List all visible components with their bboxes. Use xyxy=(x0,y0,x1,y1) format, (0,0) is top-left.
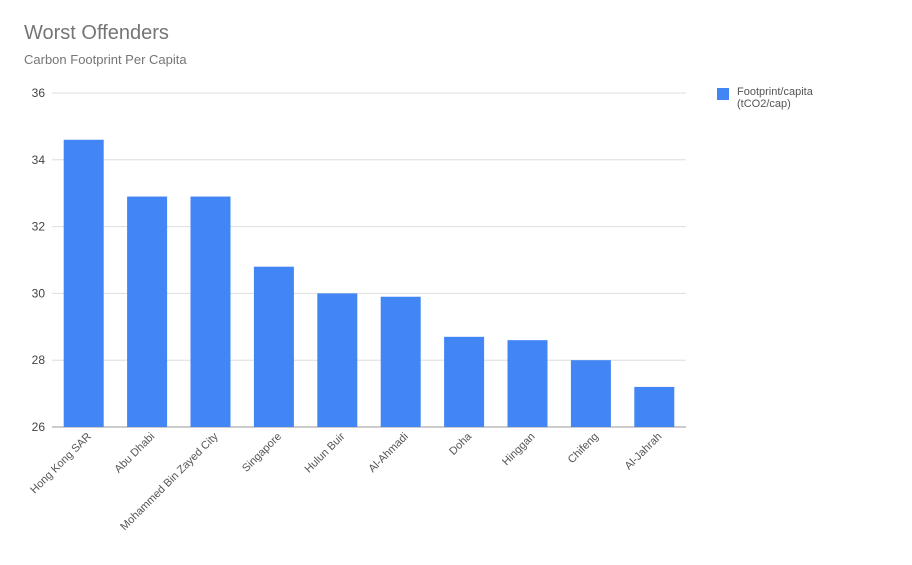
y-tick-label: 30 xyxy=(32,286,46,300)
y-tick-label: 32 xyxy=(32,220,46,234)
x-tick-label: Hulun Buir xyxy=(303,430,348,475)
x-tick-label: Singapore xyxy=(240,431,284,475)
bar xyxy=(380,296,421,427)
legend-swatch xyxy=(717,88,729,100)
x-tick-label: Doha xyxy=(447,430,475,458)
y-tick-label: 34 xyxy=(32,153,46,167)
legend-label: Footprint/capita (tCO2/cap) xyxy=(737,86,813,110)
x-tick-label: Chifeng xyxy=(566,431,601,466)
y-tick-label: 28 xyxy=(32,353,46,367)
bar xyxy=(190,196,231,427)
y-tick-label: 26 xyxy=(32,420,46,434)
x-tick-label: Al-Jahrah xyxy=(623,431,665,473)
bar xyxy=(253,266,294,427)
bar xyxy=(317,293,358,427)
x-tick-label: Hong Kong SAR xyxy=(28,431,94,497)
bar xyxy=(444,336,485,427)
x-tick-label: Hinggan xyxy=(500,431,537,468)
bar xyxy=(127,196,168,427)
bar xyxy=(63,139,104,427)
chart-title: Worst Offenders xyxy=(24,22,169,44)
x-tick-label: Abu Dhabi xyxy=(112,431,157,476)
bar xyxy=(570,360,611,427)
bar xyxy=(634,386,675,427)
y-tick-label: 36 xyxy=(32,86,46,100)
x-tick-label: Al-Ahmadi xyxy=(366,431,410,475)
chart-subtitle: Carbon Footprint Per Capita xyxy=(24,52,187,67)
bar xyxy=(507,340,548,427)
